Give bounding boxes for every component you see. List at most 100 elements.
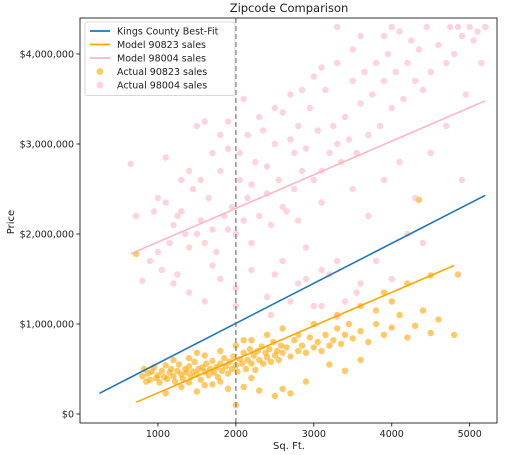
point-actual-98004-sales — [291, 185, 298, 193]
point-actual-98004-sales — [302, 275, 310, 283]
point-actual-90823-sales — [162, 390, 169, 397]
point-actual-98004-sales — [217, 275, 224, 283]
plot-area — [99, 18, 489, 423]
point-actual-90823-sales — [271, 392, 279, 400]
point-actual-98004-sales — [224, 145, 232, 152]
point-actual-98004-sales — [182, 230, 189, 238]
point-actual-98004-sales — [458, 176, 466, 184]
point-actual-90823-sales — [203, 360, 210, 367]
point-actual-90823-sales — [183, 369, 190, 376]
point-actual-98004-sales — [314, 127, 321, 134]
point-actual-90823-sales — [411, 322, 419, 329]
point-actual-90823-sales — [263, 354, 271, 361]
point-actual-90823-sales — [217, 378, 224, 385]
point-actual-90823-sales — [273, 347, 281, 355]
point-actual-98004-sales — [388, 104, 395, 112]
point-actual-98004-sales — [411, 194, 419, 202]
point-actual-90823-sales — [248, 374, 255, 382]
legend-label: Kings County Best-Fit — [117, 26, 219, 37]
point-actual-98004-sales — [174, 271, 181, 278]
point-actual-90823-sales — [345, 320, 353, 328]
point-actual-90823-sales — [240, 337, 247, 344]
point-actual-90823-sales — [224, 370, 232, 377]
point-actual-98004-sales — [443, 122, 450, 130]
point-actual-98004-sales — [365, 212, 372, 220]
point-actual-98004-sales — [411, 77, 419, 85]
point-actual-90823-sales — [291, 337, 298, 344]
point-actual-98004-sales — [158, 266, 166, 274]
point-actual-98004-sales — [185, 167, 193, 175]
point-actual-90823-sales — [318, 347, 325, 355]
point-actual-98004-sales — [178, 208, 185, 215]
point-actual-90823-sales — [295, 347, 302, 355]
point-actual-90823-sales — [266, 346, 273, 353]
point-actual-98004-sales — [310, 302, 318, 310]
point-actual-98004-sales — [209, 262, 216, 269]
point-actual-90823-sales — [185, 355, 193, 362]
x-tick-label: 3000 — [302, 429, 326, 440]
point-actual-98004-sales — [263, 293, 271, 301]
point-actual-98004-sales — [154, 194, 162, 202]
point-actual-98004-sales — [349, 77, 357, 85]
point-actual-98004-sales — [318, 199, 325, 206]
line-model-90823-sales — [135, 264, 455, 404]
point-actual-90823-sales — [302, 378, 310, 385]
point-actual-98004-sales — [353, 149, 360, 157]
point-actual-98004-sales — [454, 23, 462, 31]
point-actual-98004-sales — [318, 302, 325, 310]
point-actual-98004-sales — [146, 257, 154, 265]
point-actual-90823-sales — [240, 349, 247, 356]
point-actual-98004-sales — [213, 248, 220, 256]
point-actual-98004-sales — [132, 212, 140, 220]
y-tick-label: $0 — [62, 410, 74, 421]
point-actual-98004-sales — [334, 140, 341, 148]
point-actual-90823-sales — [170, 356, 177, 364]
point-actual-98004-sales — [263, 163, 271, 170]
point-actual-90823-sales — [197, 376, 205, 383]
point-actual-90823-sales — [334, 325, 341, 332]
point-actual-98004-sales — [259, 127, 267, 134]
point-actual-90823-sales — [388, 324, 395, 331]
point-actual-98004-sales — [248, 181, 255, 188]
point-actual-98004-sales — [189, 185, 197, 193]
point-actual-98004-sales — [372, 257, 380, 265]
point-actual-98004-sales — [447, 23, 454, 31]
point-actual-98004-sales — [271, 104, 279, 112]
point-actual-90823-sales — [357, 328, 364, 335]
point-actual-98004-sales — [209, 226, 216, 233]
point-actual-98004-sales — [252, 158, 259, 166]
point-actual-98004-sales — [443, 59, 450, 67]
point-actual-98004-sales — [166, 239, 173, 247]
point-actual-98004-sales — [279, 203, 286, 211]
point-actual-98004-sales — [224, 118, 232, 125]
point-actual-98004-sales — [435, 41, 442, 49]
point-actual-98004-sales — [419, 86, 427, 94]
point-actual-90823-sales — [209, 381, 216, 388]
point-actual-98004-sales — [248, 239, 255, 247]
point-actual-90823-sales — [287, 353, 294, 360]
point-actual-90823-sales — [224, 385, 232, 392]
point-actual-90823-sales — [427, 329, 434, 337]
point-actual-98004-sales — [462, 91, 470, 98]
point-actual-98004-sales — [275, 176, 282, 184]
legend-swatch — [96, 68, 104, 75]
point-actual-98004-sales — [322, 86, 329, 94]
point-actual-90823-sales — [205, 372, 212, 379]
point-actual-90823-sales — [230, 353, 237, 360]
legend-item-kings-county-best-fit: Kings County Best-Fit — [90, 26, 219, 37]
point-actual-98004-sales — [334, 59, 341, 67]
point-actual-98004-sales — [217, 167, 224, 175]
point-actual-98004-sales — [240, 217, 247, 224]
point-actual-90823-sales — [349, 335, 357, 342]
point-actual-90823-sales — [185, 363, 193, 370]
point-actual-90823-sales — [146, 376, 154, 383]
point-actual-98004-sales — [341, 298, 349, 305]
point-actual-98004-sales — [162, 199, 169, 206]
point-actual-90823-sales — [404, 334, 411, 341]
point-actual-90823-sales — [238, 360, 246, 367]
point-actual-90823-sales — [170, 373, 177, 380]
y-tick-label: $4,000,000 — [20, 50, 74, 61]
point-actual-90823-sales — [256, 387, 263, 394]
point-actual-90823-sales — [279, 385, 286, 392]
